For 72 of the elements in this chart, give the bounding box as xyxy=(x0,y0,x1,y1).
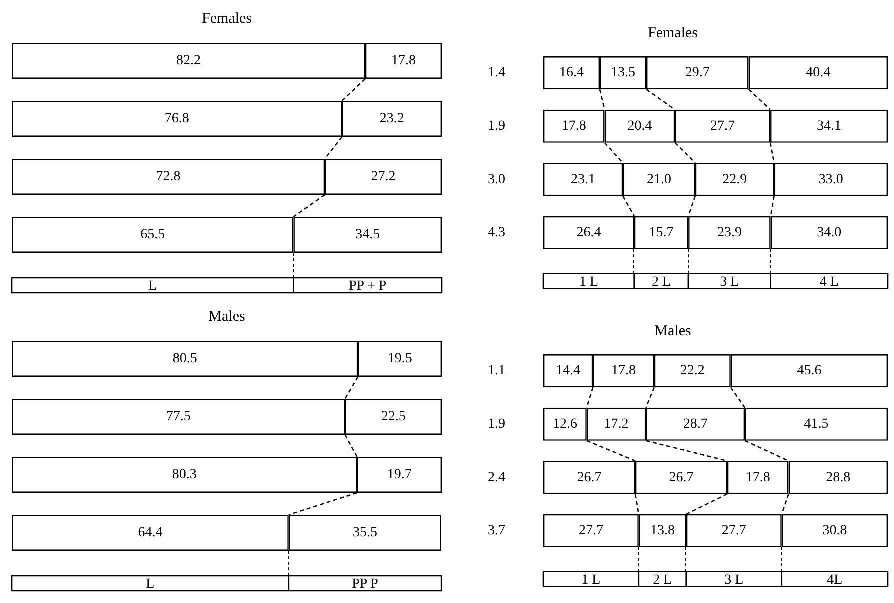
data-label: 27.7 xyxy=(710,119,736,134)
data-label: 23.2 xyxy=(380,112,404,127)
data-label: 34.0 xyxy=(817,226,842,241)
y-tick-label: 1.9 xyxy=(488,119,506,134)
data-label: 22.2 xyxy=(680,364,705,379)
series-label: L xyxy=(148,279,158,294)
data-label: 64.4 xyxy=(138,526,163,541)
data-label: 77.5 xyxy=(166,410,191,425)
data-label: 19.5 xyxy=(388,352,412,367)
data-label: 80.3 xyxy=(172,468,197,483)
series-label: 2 L xyxy=(653,572,672,588)
data-label: 17.8 xyxy=(746,470,770,486)
y-tick-label: 2.4 xyxy=(488,470,506,486)
data-label: 30.8 xyxy=(822,524,848,539)
data-label: 34.5 xyxy=(356,228,380,243)
data-label: 26.7 xyxy=(669,470,694,486)
data-label: 26.7 xyxy=(577,470,602,486)
data-label: 26.4 xyxy=(576,226,602,241)
data-label: 12.6 xyxy=(552,417,578,432)
series-label: 1 L xyxy=(579,274,599,290)
series-label: 3 L xyxy=(724,572,744,588)
data-label: 28.7 xyxy=(683,417,708,432)
series-label: PP + P xyxy=(348,279,387,294)
legend-label: 3 L xyxy=(720,274,740,290)
data-label: 22.5 xyxy=(381,410,406,425)
data-label: 13.8 xyxy=(650,524,675,539)
y-tick-label: 1.4 xyxy=(488,66,506,81)
chart-title: Males xyxy=(208,308,246,325)
data-label: 72.8 xyxy=(156,170,181,185)
data-label: 45.6 xyxy=(797,364,822,379)
data-label: 16.4 xyxy=(560,66,584,81)
data-label: 40.4 xyxy=(806,66,831,81)
data-label: 15.7 xyxy=(649,226,674,241)
series-label: PP P xyxy=(352,577,379,592)
data-label: 14.4 xyxy=(556,364,581,379)
data-label: 82.2 xyxy=(176,54,201,69)
series-label: 4 L xyxy=(820,274,839,290)
data-label: 76.8 xyxy=(164,112,190,127)
y-tick-label: 4.3 xyxy=(488,226,506,241)
chart-title: Males xyxy=(654,323,692,340)
data-label: 21.0 xyxy=(647,172,672,188)
data-label: 17.2 xyxy=(604,417,629,432)
y-tick-label: 1.1 xyxy=(488,364,506,379)
data-label: 33.0 xyxy=(818,172,844,188)
data-label: 27.7 xyxy=(578,524,604,539)
data-label: 17.8 xyxy=(391,54,416,69)
data-label: 29.7 xyxy=(685,66,710,81)
y-tick-label: 3.0 xyxy=(488,172,506,188)
y-tick-label: 3.7 xyxy=(488,524,506,539)
data-label: 80.5 xyxy=(172,352,198,367)
data-label: 28.8 xyxy=(826,470,851,486)
data-label: 35.5 xyxy=(352,526,378,541)
data-label: 17.8 xyxy=(562,119,586,134)
data-label: 19.7 xyxy=(387,468,412,483)
chart-title: Females xyxy=(648,25,698,42)
data-label: 20.4 xyxy=(628,119,652,134)
data-label: 13.5 xyxy=(611,66,636,81)
series-label: 2 L xyxy=(652,274,672,290)
series-label: 1 L xyxy=(582,572,601,588)
data-label: 17.8 xyxy=(612,364,636,379)
y-tick-label: 1.9 xyxy=(488,417,506,432)
chart-title: Females xyxy=(202,10,252,27)
data-label: 27.2 xyxy=(371,170,396,185)
data-label: 23.9 xyxy=(717,226,742,241)
data-label: 41.5 xyxy=(804,417,829,432)
series-label: L xyxy=(146,577,155,592)
data-label: 65.5 xyxy=(140,228,166,243)
series-label: 4L xyxy=(827,572,843,588)
data-label: 27.7 xyxy=(722,524,746,539)
data-label: 34.1 xyxy=(817,119,842,134)
data-label: 22.9 xyxy=(722,172,748,188)
data-label: 23.1 xyxy=(571,172,596,188)
